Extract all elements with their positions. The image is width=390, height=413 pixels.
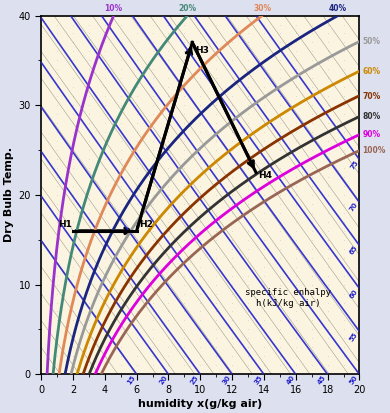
Text: 70: 70 bbox=[348, 202, 359, 213]
Text: 80%: 80% bbox=[363, 112, 381, 121]
Text: 60: 60 bbox=[349, 288, 359, 299]
Text: 30: 30 bbox=[222, 374, 232, 386]
Text: 15: 15 bbox=[126, 374, 136, 386]
Text: 40%: 40% bbox=[329, 4, 347, 13]
Text: 20%: 20% bbox=[178, 4, 197, 13]
Text: 10%: 10% bbox=[105, 4, 123, 13]
X-axis label: humidity x(g/kg air): humidity x(g/kg air) bbox=[138, 399, 262, 409]
Text: H1: H1 bbox=[58, 220, 72, 229]
Text: 65: 65 bbox=[349, 244, 359, 256]
Text: specific enhalpy
h(kJ/kg air): specific enhalpy h(kJ/kg air) bbox=[245, 288, 331, 308]
Text: 30%: 30% bbox=[253, 4, 271, 13]
Text: 20: 20 bbox=[158, 374, 168, 386]
Text: 100%: 100% bbox=[363, 147, 386, 155]
Text: 40: 40 bbox=[285, 374, 296, 386]
Text: 45: 45 bbox=[317, 374, 328, 386]
Text: 25: 25 bbox=[190, 374, 200, 385]
Text: H2: H2 bbox=[139, 220, 153, 229]
Text: 50: 50 bbox=[349, 374, 359, 386]
Y-axis label: Dry Bulb Temp.: Dry Bulb Temp. bbox=[4, 147, 14, 242]
Text: 60%: 60% bbox=[363, 66, 381, 76]
Text: 90%: 90% bbox=[363, 131, 381, 139]
Text: 70%: 70% bbox=[363, 92, 381, 101]
Text: 35: 35 bbox=[254, 374, 264, 386]
Text: H3: H3 bbox=[195, 46, 209, 55]
Text: 55: 55 bbox=[349, 331, 359, 342]
Text: 50%: 50% bbox=[363, 37, 381, 46]
Text: 75: 75 bbox=[349, 159, 360, 171]
Text: H4: H4 bbox=[258, 171, 272, 180]
